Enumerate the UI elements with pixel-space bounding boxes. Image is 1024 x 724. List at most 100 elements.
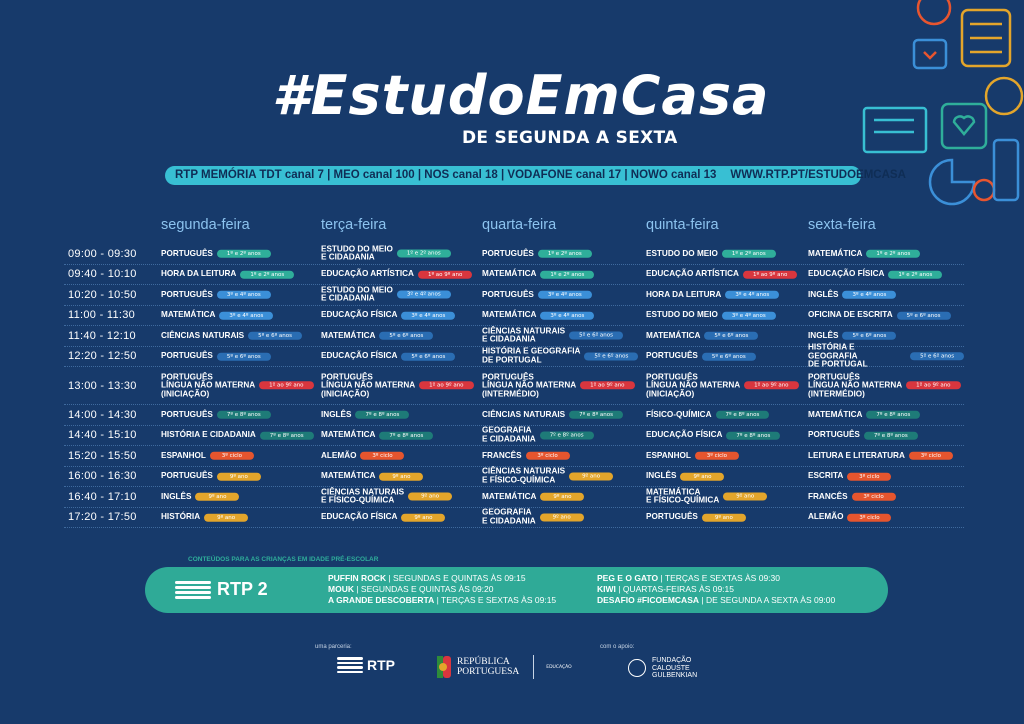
schedule-cell: PORTUGUÊS 3º e 4º anos: [161, 290, 271, 300]
grade-badge: 9º ano: [701, 513, 746, 522]
schedule-cell: EDUCAÇÃO FÍSICA 3º e 4º anos: [321, 310, 456, 320]
subject-name: ESTUDO DO MEIO E CIDADANIA: [321, 244, 393, 262]
schedule-cell: GEOGRAFIA E CIDADANIA 7º e 8º anos: [482, 426, 594, 444]
subject-name: MATEMÁTICA: [808, 248, 863, 258]
grade-badge: 7º e 8º anos: [259, 431, 314, 440]
subject-name: CIÊNCIAS NATURAIS E FÍSICO-QUÍMICA: [482, 466, 566, 485]
day-header-friday: sexta-feira: [808, 217, 876, 233]
program-item: A GRANDE DESCOBERTA | TERÇAS E SEXTAS ÀS…: [328, 595, 557, 605]
gulbenkian-logo: FUNDAÇÃO CALOUSTE GULBENKIAN: [628, 657, 697, 680]
subject-name: EDUCAÇÃO FÍSICA: [646, 430, 723, 439]
schedule-cell: ESPANHOL 3º ciclo: [646, 451, 739, 461]
table-row: 14:00 - 14:30 PORTUGUÊS 7º e 8º anos INGLÊS…: [64, 405, 964, 426]
subject-name: PORTUGUÊS: [161, 409, 213, 419]
grade-badge: 7º e 8º anos: [726, 431, 781, 440]
grade-badge: 9º ano: [379, 472, 424, 481]
subject-name: PORTUGUÊS: [482, 248, 534, 258]
rtp-logo: RTP: [337, 657, 395, 673]
grade-badge: 5º e 6º anos: [248, 331, 302, 340]
subject-name: MATEMÁTICA: [161, 310, 216, 319]
grade-badge: 9º ano: [204, 513, 249, 522]
subject-name: EDUCAÇÃO ARTÍSTICA: [646, 269, 739, 278]
schedule-cell: MATEMÁTICA 1º e 2º anos: [808, 248, 921, 259]
grade-badge: 5º e 6º anos: [910, 352, 964, 361]
schedule-cell: PORTUGUÊS LÍNGUA NÃO MATERNA (INTERMÉDIO…: [482, 371, 635, 399]
grade-badge: 1º e 2º anos: [216, 249, 271, 258]
program-item: PUFFIN ROCK | SEGUNDAS E QUINTAS ÀS 09:1…: [328, 573, 526, 583]
subject-name: PORTUGUÊS: [161, 471, 213, 480]
grade-badge: 1º e 2º anos: [240, 270, 295, 279]
schedule-cell: MATEMÁTICA 9º ano: [321, 471, 424, 481]
subject-name: FÍSICO-QUÍMICA: [646, 409, 712, 419]
grade-badge: 3º ciclo: [525, 451, 570, 460]
grade-badge: 1º ao 9º ano: [259, 381, 314, 390]
subject-name: PORTUGUÊS: [482, 289, 534, 299]
grade-badge: 9º ano: [540, 492, 585, 501]
subject-name: OFICINA DE ESCRITA: [808, 310, 893, 319]
table-row: 13:00 - 13:30 PORTUGUÊS LÍNGUA NÃO MATERN…: [64, 367, 964, 405]
subject-name: PORTUGUÊS LÍNGUA NÃO MATERNA (INTERMÉDIO…: [808, 371, 903, 398]
grade-badge: 3º e 4º anos: [721, 311, 776, 320]
grade-badge: 1º e 2º anos: [866, 249, 921, 258]
grade-badge: 3º e 4º anos: [216, 290, 271, 299]
subject-name: GEOGRAFIA E CIDADANIA: [482, 507, 536, 526]
schedule-cell: ESPANHOL 3º ciclo: [161, 451, 254, 461]
grade-badge: 3º e 4º anos: [537, 290, 592, 299]
grade-badge: 7º e 8º anos: [866, 410, 921, 419]
program-item: PEG E O GATO | TERÇAS E SEXTAS ÀS 09:30: [597, 573, 780, 583]
grade-badge: 9º ano: [723, 492, 768, 501]
grade-badge: 1º e 2º anos: [537, 249, 592, 258]
subject-name: HISTÓRIA E GEOGRAFIA DE PORTUGAL: [482, 346, 581, 365]
schedule-cell: INGLÊS 9º ano: [161, 492, 240, 502]
schedule-cell: PORTUGUÊS LÍNGUA NÃO MATERNA (INICIAÇÃO)…: [646, 372, 799, 399]
schedule-cell: PORTUGUÊS LÍNGUA NÃO MATERNA (INICIAÇÃO)…: [321, 372, 474, 399]
grade-badge: 3º ciclo: [209, 451, 254, 460]
time-slot: 17:20 - 17:50: [68, 511, 137, 524]
republica-portuguesa-logo: REPÚBLICA PORTUGUESA EDUCAÇÃO: [437, 655, 572, 679]
website-link[interactable]: WWW.RTP.PT/ESTUDOEMCASA: [730, 169, 906, 181]
grade-badge: 1º e 2º anos: [540, 270, 595, 279]
schedule-cell: CIÊNCIAS NATURAIS E FÍSICO-QUÍMICA 9º ano: [482, 466, 614, 485]
subject-name: MATEMÁTICA: [482, 491, 537, 501]
schedule-cell: PORTUGUÊS 1º e 2º anos: [482, 248, 592, 259]
schedule-cell: CIÊNCIAS NATURAIS 7º e 8º anos: [482, 410, 623, 420]
subject-name: HISTÓRIA E GEOGRAFIA DE PORTUGAL: [808, 342, 868, 369]
subject-name: ESTUDO DO MEIO E CIDADANIA: [321, 285, 393, 303]
schedule-cell: HISTÓRIA E CIDADANIA 7º e 8º anos: [161, 430, 314, 440]
page-subtitle: DE SEGUNDA A SEXTA: [462, 128, 678, 148]
schedule-cell: EDUCAÇÃO FÍSICA 5º e 6º anos: [321, 351, 456, 361]
subject-name: CIÊNCIAS NATURAIS E FÍSICO-QUÍMICA: [321, 487, 405, 505]
schedule-cell: EDUCAÇÃO ARTÍSTICA 1º ao 9º ano: [321, 269, 473, 279]
program-item: DESAFIO #FICOEMCASA | DE SEGUNDA A SEXTA…: [597, 595, 836, 605]
republica-emblem-icon: [437, 656, 451, 678]
schedule-cell: PORTUGUÊS 7º e 8º anos: [161, 409, 271, 420]
grade-badge: 9º ano: [195, 492, 240, 501]
schedule-cell: ESTUDO DO MEIO 3º e 4º anos: [646, 310, 776, 320]
schedule-cell: FRANCÊS 3º ciclo: [482, 451, 570, 461]
schedule-cell: PORTUGUÊS 5º e 6º anos: [646, 351, 756, 361]
subject-name: PORTUGUÊS: [808, 430, 860, 439]
partner-label: uma parceria:: [315, 644, 352, 650]
subject-name: PORTUGUÊS LÍNGUA NÃO MATERNA (INTERMÉDIO…: [482, 371, 577, 398]
grade-badge: 9º ano: [216, 472, 261, 481]
subject-name: PORTUGUÊS: [646, 351, 698, 360]
grade-badge: 3º e 4º anos: [219, 311, 274, 320]
grade-badge: 1º ao 9º ano: [580, 381, 635, 390]
schedule-cell: HORA DA LEITURA 3º e 4º anos: [646, 289, 780, 300]
schedule-cell: ALEMÃO 3º ciclo: [321, 451, 405, 461]
grade-badge: 3º e 4º anos: [396, 290, 451, 299]
subject-name: CIÊNCIAS NATURAIS: [161, 330, 245, 340]
subject-name: HORA DA LEITURA: [646, 289, 722, 299]
schedule-cell: ESTUDO DO MEIO E CIDADANIA 1º e 2º anos: [321, 245, 451, 262]
subject-name: PORTUGUÊS: [161, 351, 213, 360]
subject-name: PORTUGUÊS: [646, 512, 698, 521]
schedule-cell: EDUCAÇÃO FÍSICA 7º e 8º anos: [646, 430, 781, 440]
schedule-cell: INGLÊS 5º e 6º anos: [808, 330, 897, 341]
schedule-cell: OFICINA DE ESCRITA 5º e 6º anos: [808, 310, 951, 320]
subject-name: EDUCAÇÃO FÍSICA: [321, 512, 398, 521]
schedule-cell: ALEMÃO 3º ciclo: [808, 512, 892, 522]
grade-badge: 1º ao 9º ano: [906, 381, 961, 390]
time-slot: 14:40 - 15:10: [68, 429, 137, 442]
subject-name: INGLÊS: [808, 330, 839, 340]
time-slot: 11:40 - 12:10: [68, 329, 136, 342]
